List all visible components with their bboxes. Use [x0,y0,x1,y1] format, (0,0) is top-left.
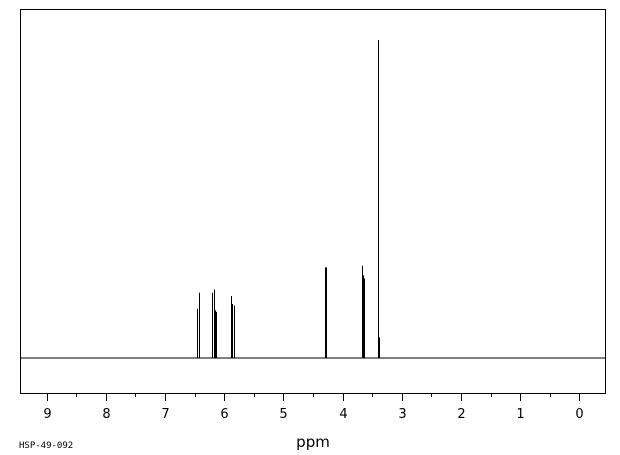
x-tick-label: 1 [516,407,524,422]
x-tick-label: 5 [279,407,287,422]
plot-frame [20,9,606,394]
x-tick-label: 2 [457,407,465,422]
x-tick-label: 3 [398,407,406,422]
x-axis-ticks: 9 8 7 6 5 4 3 2 1 0 [43,393,584,422]
x-tick-label: 7 [161,407,169,422]
x-tick-label: 6 [220,407,228,422]
sample-id-label: HSP-49-092 [19,441,73,451]
x-axis-title: ppm [296,433,330,451]
peaks-layer [197,40,380,358]
x-tick-label: 0 [575,407,583,422]
x-tick-label: 9 [43,407,51,422]
x-tick-label: 4 [339,407,347,422]
x-tick-label: 8 [102,407,110,422]
